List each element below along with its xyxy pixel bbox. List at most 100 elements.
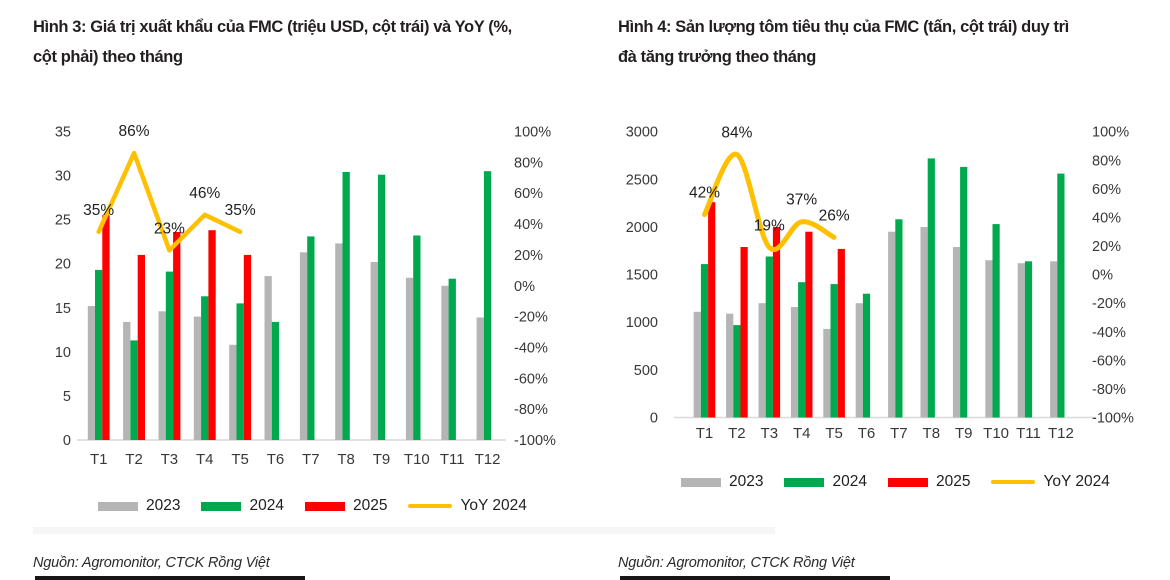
svg-text:5: 5: [63, 389, 71, 405]
svg-text:T1: T1: [696, 425, 714, 442]
legend-item-2024: 2024: [201, 497, 284, 515]
svg-text:T2: T2: [728, 425, 746, 442]
svg-text:20%: 20%: [1092, 239, 1121, 255]
bottom-divider-right: [620, 576, 890, 580]
legend-swatch-2025: [887, 477, 928, 487]
svg-text:20%: 20%: [514, 248, 543, 264]
svg-text:23%: 23%: [154, 220, 185, 237]
svg-text:1500: 1500: [626, 268, 658, 284]
svg-text:-100%: -100%: [514, 433, 556, 449]
legend-item-2023: 2023: [681, 473, 763, 491]
chart3-title: Hình 3: Giá trị xuất khẩu của FMC (triệu…: [33, 12, 578, 72]
legend-label-2023: 2023: [729, 473, 764, 490]
svg-text:3000: 3000: [626, 125, 658, 141]
svg-text:35: 35: [55, 125, 71, 141]
svg-text:37%: 37%: [786, 192, 817, 209]
svg-text:46%: 46%: [189, 185, 220, 202]
chart3-title-line1: Hình 3: Giá trị xuất khẩu của FMC (triệu…: [33, 18, 512, 36]
svg-text:100%: 100%: [1092, 125, 1129, 141]
svg-text:80%: 80%: [514, 155, 543, 171]
svg-text:T8: T8: [923, 425, 941, 442]
svg-text:25: 25: [55, 213, 71, 229]
legend-item-yoy: YoY 2024: [991, 473, 1110, 491]
svg-text:0: 0: [650, 411, 658, 427]
svg-text:0%: 0%: [1092, 268, 1113, 284]
chart3-canvas: 0 5 10 15 20 25 30 35 -100% -80% -60% -40% -20% 0% 20%…: [55, 123, 556, 468]
svg-text:2500: 2500: [626, 172, 658, 188]
svg-text:40%: 40%: [1092, 210, 1121, 226]
svg-text:T10: T10: [983, 425, 1009, 442]
svg-text:T3: T3: [161, 451, 179, 468]
svg-text:1000: 1000: [626, 315, 658, 331]
svg-text:42%: 42%: [689, 185, 720, 202]
svg-text:0: 0: [63, 433, 71, 449]
svg-text:T8: T8: [337, 451, 355, 468]
chart3-source: Nguồn: Agromonitor, CTCK Rồng Việt: [33, 555, 270, 571]
svg-text:15: 15: [55, 301, 71, 317]
svg-text:T12: T12: [1048, 425, 1074, 442]
legend-label-2024: 2024: [832, 473, 867, 490]
svg-text:-60%: -60%: [514, 371, 548, 387]
svg-text:-60%: -60%: [1092, 353, 1126, 369]
svg-text:T3: T3: [761, 425, 779, 442]
legend-label-2025: 2025: [352, 497, 388, 514]
svg-text:10: 10: [55, 345, 71, 361]
chart4-title-line1: Hình 4: Sản lượng tôm tiêu thụ của FMC (…: [618, 18, 1069, 36]
legend-swatch-2024: [201, 501, 242, 511]
legend-swatch-2024: [784, 477, 825, 487]
svg-text:84%: 84%: [721, 125, 752, 142]
svg-text:T10: T10: [404, 451, 430, 468]
svg-text:30: 30: [55, 169, 71, 185]
legend-item-2025: 2025: [304, 497, 388, 515]
svg-text:T12: T12: [475, 451, 501, 468]
svg-text:80%: 80%: [1092, 153, 1121, 169]
chart3-title-line2: cột phải) theo tháng: [33, 48, 183, 66]
legend-label-yoy: YoY 2024: [1043, 473, 1110, 490]
chart4-title: Hình 4: Sản lượng tôm tiêu thụ của FMC (…: [618, 12, 1163, 72]
svg-text:-20%: -20%: [1092, 296, 1126, 312]
svg-text:20: 20: [55, 257, 71, 273]
legend-item-2025: 2025: [887, 473, 971, 491]
svg-text:60%: 60%: [1092, 182, 1121, 198]
legend-swatch-2025: [304, 501, 345, 511]
legend-swatch-2023: [681, 477, 721, 487]
svg-text:T11: T11: [440, 451, 465, 468]
svg-text:35%: 35%: [83, 202, 114, 219]
svg-text:T11: T11: [1016, 425, 1041, 442]
svg-text:T6: T6: [858, 425, 876, 442]
legend-swatch-yoy-line: [408, 503, 453, 509]
svg-text:0%: 0%: [514, 279, 535, 295]
chart3-legend: 2023 2024 2025 YoY 2024: [98, 497, 527, 515]
chart4-title-line2: đà tăng trưởng theo tháng: [618, 48, 816, 66]
svg-text:T7: T7: [302, 451, 320, 468]
svg-text:T4: T4: [793, 425, 811, 442]
legend-item-yoy: YoY 2024: [408, 497, 527, 515]
svg-text:40%: 40%: [514, 217, 543, 233]
legend-item-2023: 2023: [98, 497, 180, 515]
svg-text:-80%: -80%: [514, 402, 548, 418]
svg-text:60%: 60%: [514, 186, 543, 202]
svg-text:T1: T1: [90, 451, 108, 468]
legend-item-2024: 2024: [784, 473, 867, 491]
svg-text:35%: 35%: [225, 202, 256, 219]
bottom-divider-left: [35, 576, 305, 580]
svg-text:-40%: -40%: [1092, 325, 1126, 341]
svg-text:26%: 26%: [819, 207, 850, 224]
legend-label-2023: 2023: [146, 497, 181, 514]
row-separator-band: [33, 527, 775, 534]
svg-text:100%: 100%: [514, 125, 551, 141]
chart4-canvas: 0 500 1000 1500 2000 2500 3000 -100% -80% -60% -40…: [626, 125, 1134, 442]
svg-text:-80%: -80%: [1092, 382, 1126, 398]
svg-text:T6: T6: [267, 451, 285, 468]
svg-text:500: 500: [634, 363, 658, 379]
legend-label-yoy: YoY 2024: [460, 497, 527, 514]
legend-label-2025: 2025: [935, 473, 971, 490]
svg-text:-100%: -100%: [1092, 411, 1134, 427]
svg-text:T9: T9: [955, 425, 973, 442]
svg-text:T5: T5: [231, 451, 249, 468]
svg-text:T2: T2: [125, 451, 143, 468]
svg-text:T4: T4: [196, 451, 214, 468]
svg-text:-40%: -40%: [514, 340, 548, 356]
chart4-legend: 2023 2024 2025 YoY 2024: [681, 473, 1110, 491]
